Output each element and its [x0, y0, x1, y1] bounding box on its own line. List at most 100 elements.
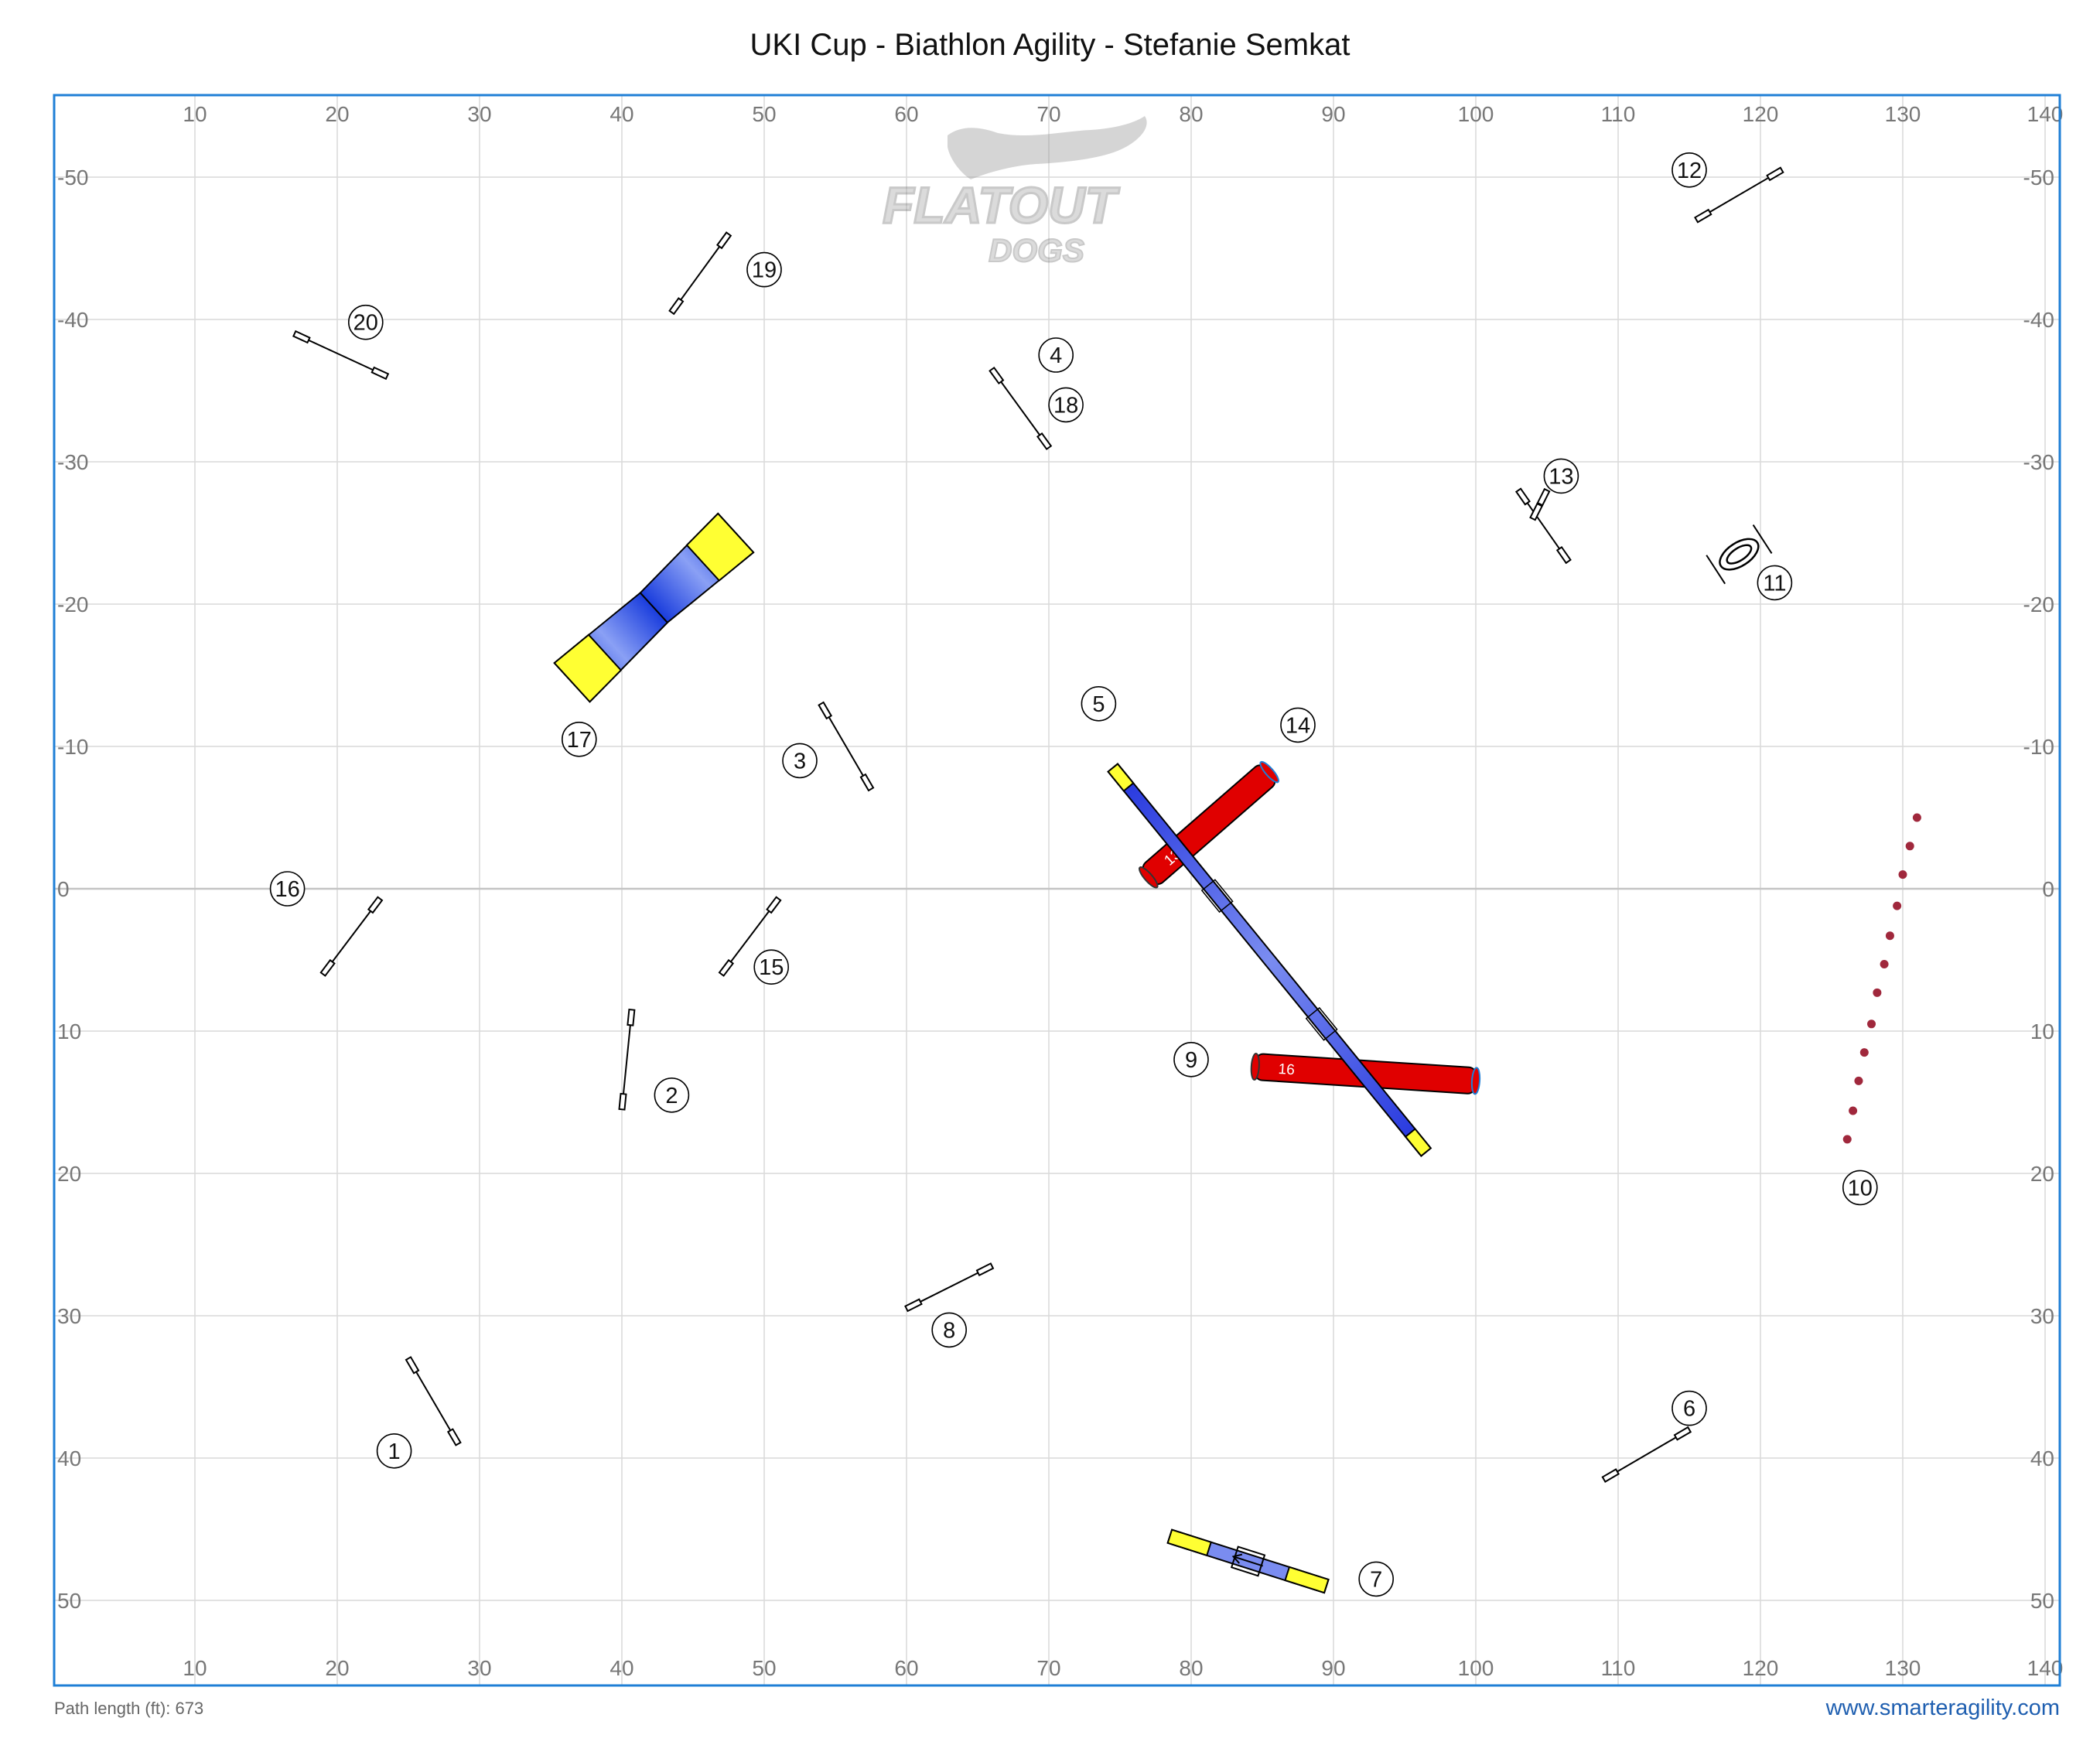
contact-zone	[1107, 763, 1135, 792]
jump-bar	[820, 703, 872, 790]
weave-pole	[1893, 901, 1902, 910]
number-circle	[1048, 387, 1084, 423]
x-tick-label-bottom: 110	[1601, 1656, 1636, 1680]
weave-pole	[1867, 1019, 1876, 1029]
y-tick-label-right: -40	[2023, 308, 2054, 332]
jump	[989, 366, 1053, 451]
sequence-number: 11	[1757, 565, 1793, 601]
sequence-number: 8	[931, 1312, 967, 1348]
number-label: 1	[388, 1440, 401, 1464]
sequence-number: 18	[1048, 387, 1084, 423]
jump-wing	[319, 958, 336, 977]
weave-pole	[1912, 813, 1921, 822]
dogwalk-support	[1200, 879, 1234, 914]
a-frame	[553, 512, 755, 703]
jump-wing	[1536, 487, 1551, 507]
number-label: 4	[1050, 343, 1062, 368]
number-circle	[561, 721, 597, 757]
number-circle	[1358, 1561, 1394, 1597]
jump-wing	[405, 1356, 420, 1375]
jump-bar	[294, 333, 388, 377]
jump-wing	[1673, 1426, 1692, 1441]
weave-pole	[1854, 1076, 1863, 1085]
sequence-number: 12	[1671, 152, 1707, 188]
x-tick-label-bottom: 120	[1743, 1656, 1779, 1680]
number-label: 5	[1092, 692, 1105, 717]
jump	[818, 701, 875, 792]
jump-bar	[1603, 1429, 1690, 1480]
number-label: 20	[353, 311, 378, 336]
number-circle	[931, 1312, 967, 1348]
weave-pole	[1849, 1106, 1858, 1115]
seesaw	[1166, 1528, 1330, 1594]
jump-bar	[1695, 169, 1783, 221]
path-length: Path length (ft): 673	[54, 1699, 204, 1718]
contact-zone	[553, 634, 623, 703]
weave-pole	[1873, 988, 1882, 997]
tunnel-end	[1470, 1067, 1481, 1095]
jump	[668, 231, 732, 316]
contact-zone	[1404, 1128, 1432, 1157]
jump-wing	[1555, 546, 1572, 565]
jump	[405, 1356, 462, 1446]
jump-wing	[989, 366, 1005, 385]
y-tick-label-right: -50	[2023, 166, 2054, 190]
number-label: 6	[1683, 1397, 1695, 1422]
weave-pole	[1885, 931, 1894, 941]
x-tick-label-top: 40	[610, 102, 633, 126]
x-tick-label-top: 20	[325, 102, 349, 126]
x-tick-label-bottom: 140	[2027, 1656, 2064, 1680]
jump-wing	[370, 366, 390, 381]
number-circle	[1081, 685, 1117, 722]
sequence-number: 4	[1038, 337, 1074, 373]
y-tick-label-right: -20	[2023, 593, 2054, 616]
jump	[904, 1262, 995, 1313]
number-circle	[1280, 707, 1316, 743]
sequence-number: 16	[269, 871, 306, 907]
sequence-number: 14	[1280, 707, 1316, 743]
number-circle	[1038, 337, 1074, 373]
x-tick-label-top: 30	[467, 102, 491, 126]
x-tick-label-bottom: 40	[610, 1656, 633, 1680]
jump	[718, 896, 782, 977]
y-tick-label-left: -50	[57, 166, 88, 190]
number-label: 9	[1185, 1048, 1197, 1073]
y-tick-label-right: -10	[2023, 735, 2054, 759]
sequence-number: 10	[1842, 1170, 1878, 1206]
dogwalk-support	[1305, 1006, 1338, 1041]
number-circle	[269, 871, 306, 907]
number-label: 7	[1370, 1567, 1382, 1592]
x-tick-label-top: 60	[894, 102, 918, 126]
number-label: 15	[759, 955, 784, 980]
number-circle	[1757, 565, 1793, 601]
x-tick-label-bottom: 10	[183, 1656, 207, 1680]
jump	[292, 330, 390, 381]
x-tick-label-bottom: 80	[1179, 1656, 1203, 1680]
sequence-number: 5	[1081, 685, 1117, 722]
jump-wing	[446, 1428, 462, 1446]
y-tick-label-left: 50	[57, 1589, 81, 1613]
y-tick-label-right: 20	[2030, 1162, 2054, 1186]
y-tick-label-left: 30	[57, 1304, 81, 1328]
contact-zone	[685, 512, 755, 582]
tire	[1706, 524, 1773, 585]
website-link[interactable]: www.smarteragility.com	[1825, 1696, 2060, 1720]
y-tick-label-left: 10	[57, 1019, 81, 1043]
x-tick-label-top: 80	[1179, 102, 1203, 126]
jump-wing	[1514, 487, 1531, 506]
contact-zone	[1284, 1566, 1330, 1594]
tire-frame	[1706, 555, 1726, 585]
x-tick-label-bottom: 70	[1036, 1656, 1060, 1680]
jump-wing	[818, 701, 833, 720]
tunnel-end	[1250, 1053, 1260, 1081]
tire-hole	[1726, 544, 1753, 565]
number-label: 3	[794, 749, 806, 774]
tunnel-end	[1139, 866, 1159, 889]
number-circle	[1842, 1170, 1878, 1206]
number-label: 11	[1763, 571, 1786, 596]
sequence-number: 15	[753, 949, 790, 985]
tunnel-end	[1259, 760, 1279, 784]
